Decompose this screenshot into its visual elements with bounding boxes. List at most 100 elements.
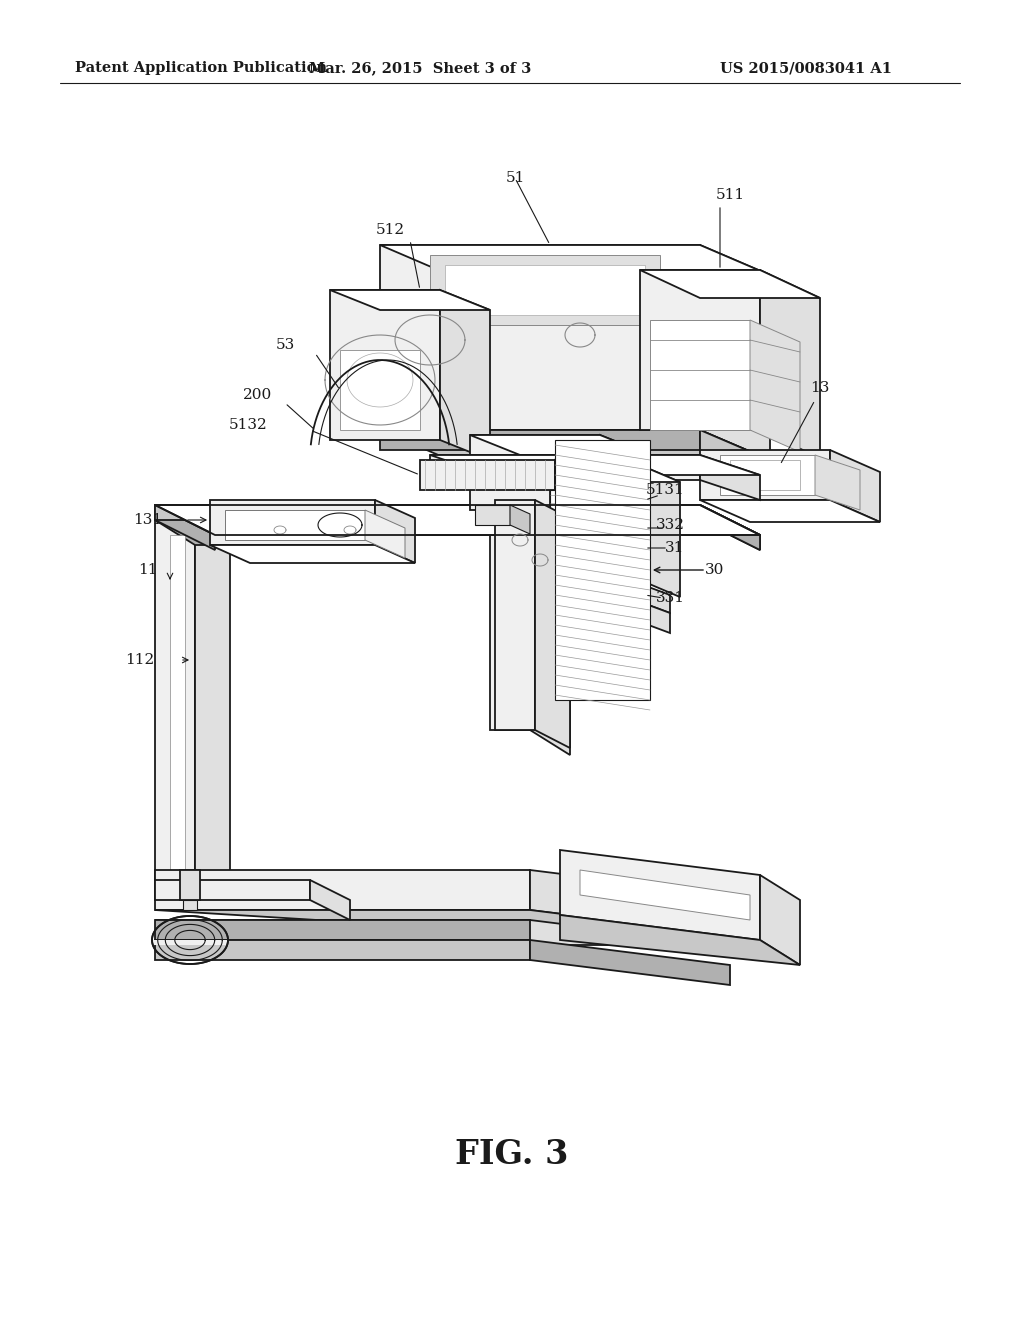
Text: 331: 331 bbox=[655, 591, 684, 605]
Polygon shape bbox=[330, 290, 490, 310]
Text: 11: 11 bbox=[138, 564, 158, 577]
Text: 511: 511 bbox=[716, 187, 744, 202]
Text: 31: 31 bbox=[666, 541, 685, 554]
Polygon shape bbox=[700, 506, 760, 550]
Polygon shape bbox=[430, 255, 660, 325]
Polygon shape bbox=[635, 582, 670, 612]
Polygon shape bbox=[430, 455, 700, 480]
Polygon shape bbox=[600, 436, 650, 531]
Polygon shape bbox=[170, 535, 185, 870]
Polygon shape bbox=[155, 920, 530, 940]
Polygon shape bbox=[830, 450, 880, 521]
Polygon shape bbox=[155, 506, 215, 550]
Polygon shape bbox=[700, 500, 880, 521]
Polygon shape bbox=[445, 265, 645, 315]
Polygon shape bbox=[560, 850, 760, 940]
Polygon shape bbox=[225, 510, 365, 540]
Polygon shape bbox=[635, 601, 670, 634]
Polygon shape bbox=[640, 465, 680, 597]
Polygon shape bbox=[155, 880, 310, 900]
Polygon shape bbox=[210, 500, 375, 545]
Polygon shape bbox=[155, 520, 230, 545]
Polygon shape bbox=[490, 510, 530, 730]
Text: FIG. 3: FIG. 3 bbox=[456, 1138, 568, 1172]
Polygon shape bbox=[550, 465, 640, 579]
Polygon shape bbox=[700, 506, 760, 550]
Polygon shape bbox=[470, 436, 650, 455]
Polygon shape bbox=[155, 870, 530, 909]
Polygon shape bbox=[475, 506, 510, 525]
Polygon shape bbox=[596, 638, 606, 657]
Polygon shape bbox=[560, 638, 570, 657]
Polygon shape bbox=[555, 582, 635, 601]
Text: 200: 200 bbox=[244, 388, 272, 403]
Polygon shape bbox=[155, 920, 730, 945]
Polygon shape bbox=[155, 520, 195, 880]
Polygon shape bbox=[550, 465, 680, 482]
Polygon shape bbox=[375, 500, 415, 564]
Polygon shape bbox=[490, 510, 570, 535]
Polygon shape bbox=[555, 459, 595, 506]
Polygon shape bbox=[155, 940, 530, 960]
Text: 13: 13 bbox=[810, 381, 829, 395]
Polygon shape bbox=[700, 246, 770, 459]
Polygon shape bbox=[380, 246, 700, 430]
Polygon shape bbox=[700, 450, 830, 500]
Polygon shape bbox=[510, 506, 530, 535]
Polygon shape bbox=[340, 350, 420, 430]
Polygon shape bbox=[420, 459, 555, 490]
Polygon shape bbox=[580, 870, 750, 920]
Polygon shape bbox=[572, 638, 582, 657]
Polygon shape bbox=[195, 520, 230, 906]
Polygon shape bbox=[495, 500, 535, 730]
Polygon shape bbox=[555, 440, 650, 700]
Polygon shape bbox=[584, 638, 594, 657]
Polygon shape bbox=[760, 271, 820, 458]
Text: US 2015/0083041 A1: US 2015/0083041 A1 bbox=[720, 61, 892, 75]
Polygon shape bbox=[365, 510, 406, 558]
Polygon shape bbox=[700, 430, 770, 480]
Polygon shape bbox=[440, 290, 490, 459]
Polygon shape bbox=[380, 430, 770, 459]
Text: 30: 30 bbox=[706, 564, 725, 577]
Text: 51: 51 bbox=[505, 172, 524, 185]
Polygon shape bbox=[640, 271, 760, 430]
Text: 131: 131 bbox=[133, 513, 163, 527]
Polygon shape bbox=[155, 506, 760, 535]
Polygon shape bbox=[608, 638, 618, 657]
Polygon shape bbox=[750, 319, 800, 451]
Text: 332: 332 bbox=[655, 517, 684, 532]
Polygon shape bbox=[380, 430, 700, 450]
Polygon shape bbox=[560, 915, 800, 965]
Polygon shape bbox=[180, 870, 200, 900]
Polygon shape bbox=[550, 490, 640, 579]
Polygon shape bbox=[155, 506, 700, 520]
Polygon shape bbox=[155, 506, 760, 535]
Text: 53: 53 bbox=[275, 338, 295, 352]
Text: 512: 512 bbox=[376, 223, 404, 238]
Polygon shape bbox=[530, 510, 570, 755]
Polygon shape bbox=[530, 870, 730, 935]
Polygon shape bbox=[620, 638, 630, 657]
Polygon shape bbox=[152, 940, 228, 945]
Text: Patent Application Publication: Patent Application Publication bbox=[75, 61, 327, 75]
Polygon shape bbox=[640, 271, 820, 298]
Polygon shape bbox=[720, 455, 815, 495]
Polygon shape bbox=[555, 601, 635, 620]
Text: 112: 112 bbox=[125, 653, 155, 667]
Polygon shape bbox=[535, 500, 570, 748]
Polygon shape bbox=[330, 290, 440, 440]
Polygon shape bbox=[815, 455, 860, 510]
Polygon shape bbox=[530, 940, 730, 985]
Polygon shape bbox=[380, 246, 770, 275]
Polygon shape bbox=[210, 545, 415, 564]
Polygon shape bbox=[310, 880, 350, 920]
Polygon shape bbox=[155, 909, 730, 935]
Polygon shape bbox=[555, 620, 635, 638]
Polygon shape bbox=[470, 436, 600, 510]
Polygon shape bbox=[650, 319, 750, 430]
Polygon shape bbox=[430, 455, 760, 475]
Text: Mar. 26, 2015  Sheet 3 of 3: Mar. 26, 2015 Sheet 3 of 3 bbox=[309, 61, 531, 75]
Polygon shape bbox=[183, 900, 197, 909]
Text: 5132: 5132 bbox=[228, 418, 267, 432]
